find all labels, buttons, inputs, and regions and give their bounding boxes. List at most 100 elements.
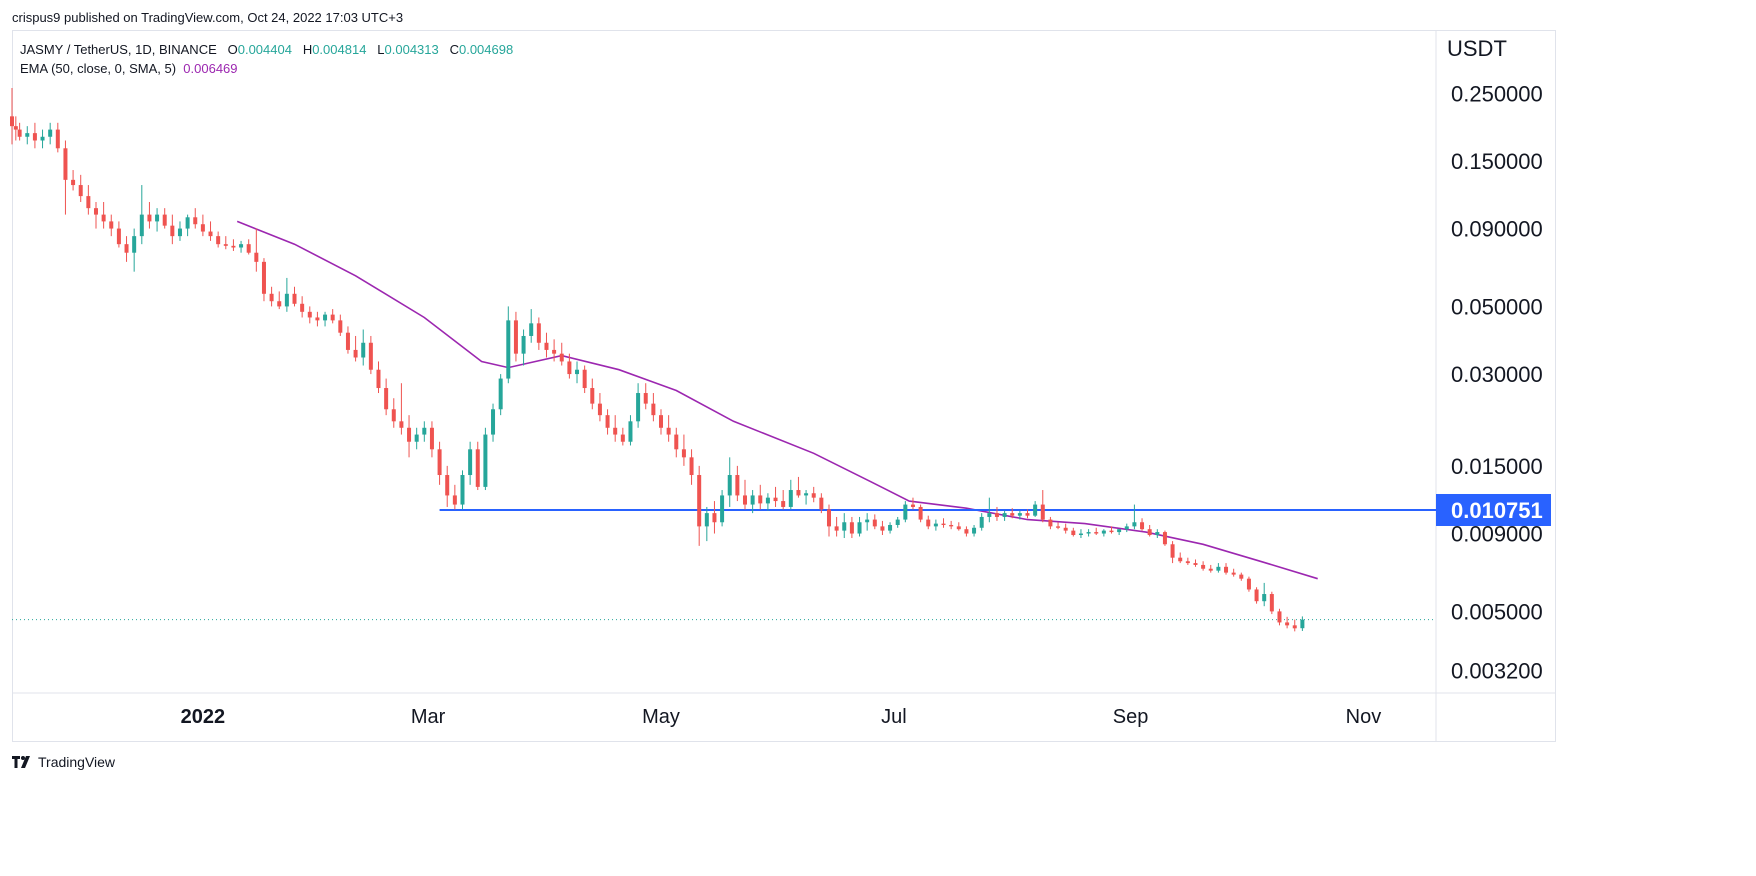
- candle-body: [742, 495, 747, 505]
- candle-body: [1017, 513, 1022, 516]
- candle-body: [1216, 566, 1221, 571]
- candle-body: [643, 393, 648, 404]
- candle-body: [758, 495, 763, 504]
- price-tick-label: 0.050000: [1451, 294, 1543, 319]
- candle-body: [659, 415, 664, 428]
- candle-body: [315, 317, 320, 321]
- candle-body: [101, 214, 106, 222]
- candle-body: [63, 148, 68, 180]
- candle-body: [1033, 504, 1038, 516]
- candle-body: [1101, 530, 1106, 534]
- candle-body: [712, 513, 717, 523]
- candle-body: [620, 434, 625, 442]
- candle-body: [1201, 564, 1206, 569]
- candle-body: [1040, 504, 1045, 520]
- candle-body: [1193, 563, 1198, 565]
- candle-body: [391, 409, 396, 422]
- legend-symbol-row[interactable]: JASMY / TetherUS, 1D, BINANCE O0.004404 …: [20, 40, 513, 59]
- legend-ema-row[interactable]: EMA (50, close, 0, SMA, 5) 0.006469: [20, 59, 513, 78]
- candle-body: [521, 335, 526, 354]
- candle-body: [834, 526, 839, 531]
- legend-ema-label: EMA (50, close, 0, SMA, 5): [20, 61, 177, 76]
- candle-body: [407, 427, 412, 442]
- candle-body: [452, 495, 457, 505]
- time-tick-label: 2022: [181, 706, 226, 728]
- candle-body: [704, 513, 709, 527]
- candle-body: [231, 245, 236, 248]
- level-layer[interactable]: 0.010751: [12, 493, 1551, 621]
- candle-body: [605, 415, 610, 428]
- candle-body: [972, 527, 977, 534]
- candle-body: [613, 427, 618, 435]
- candle-body: [1224, 566, 1229, 573]
- candle-body: [872, 519, 877, 527]
- price-tick-label: 0.250000: [1451, 81, 1543, 106]
- candle-body: [1010, 513, 1015, 516]
- candle-body: [261, 261, 266, 294]
- candle-body: [1124, 526, 1129, 530]
- candle-body: [1277, 611, 1282, 623]
- chart-legend[interactable]: JASMY / TetherUS, 1D, BINANCE O0.004404 …: [20, 40, 513, 78]
- candle-body: [842, 522, 847, 531]
- legend-symbol: JASMY / TetherUS, 1D, BINANCE: [20, 42, 217, 57]
- candle-body: [888, 524, 893, 531]
- legend-high-value: 0.004814: [312, 42, 367, 57]
- candle-body: [1086, 532, 1091, 534]
- candle-body: [361, 342, 366, 358]
- candle-body: [994, 513, 999, 517]
- candle-body: [697, 475, 702, 527]
- candle-body: [575, 369, 580, 375]
- candle-body: [437, 449, 442, 476]
- candle-body: [246, 244, 251, 253]
- candle-body: [32, 133, 37, 141]
- candle-body: [720, 495, 725, 523]
- candle-body: [597, 403, 602, 416]
- candle-body: [880, 526, 885, 531]
- level-price-tag-label: 0.010751: [1451, 498, 1543, 523]
- candle-body: [193, 217, 198, 225]
- tradingview-branding[interactable]: TradingView: [12, 754, 115, 770]
- candle-body: [773, 497, 778, 502]
- ema-layer: [236, 220, 1318, 580]
- candle-body: [55, 129, 60, 149]
- candle-body: [1292, 625, 1297, 629]
- candle-body: [559, 353, 564, 362]
- candle-body: [781, 501, 786, 507]
- candle-body: [1162, 532, 1167, 545]
- candles-layer: [10, 88, 1305, 632]
- candle-body: [147, 214, 152, 222]
- candle-body: [1078, 533, 1083, 536]
- price-tick-label: 0.150000: [1451, 149, 1543, 174]
- candle-body: [475, 449, 480, 487]
- candle-body: [132, 236, 137, 253]
- publisher-line: crispus9 published on TradingView.com, O…: [12, 10, 404, 25]
- price-tick-label: 0.003200: [1451, 658, 1543, 683]
- candle-body: [1262, 594, 1267, 602]
- legend-close-value: 0.004698: [458, 42, 514, 57]
- candle-body: [399, 421, 404, 428]
- candle-body: [155, 214, 160, 222]
- time-tick-label: Mar: [411, 706, 446, 728]
- price-tick-label: 0.090000: [1451, 217, 1543, 242]
- candle-body: [40, 136, 45, 141]
- candle-body: [651, 403, 656, 416]
- candle-body: [277, 301, 282, 307]
- candle-body: [498, 378, 503, 410]
- legend-low-label: L: [377, 42, 385, 57]
- candle-body: [1132, 522, 1137, 527]
- candle-body: [903, 504, 908, 520]
- candle-body: [628, 421, 633, 442]
- candle-body: [307, 311, 312, 318]
- candle-body: [124, 244, 129, 253]
- candle-body: [116, 228, 121, 245]
- candle-body: [804, 493, 809, 496]
- candle-body: [857, 522, 862, 534]
- candle-body: [139, 214, 144, 237]
- candle-body: [185, 217, 190, 229]
- candle-body: [292, 293, 297, 304]
- candle-body: [17, 129, 22, 137]
- legend-ema-value: 0.006469: [183, 61, 238, 76]
- level-price-tag: [1436, 493, 1551, 526]
- candle-body: [727, 475, 732, 496]
